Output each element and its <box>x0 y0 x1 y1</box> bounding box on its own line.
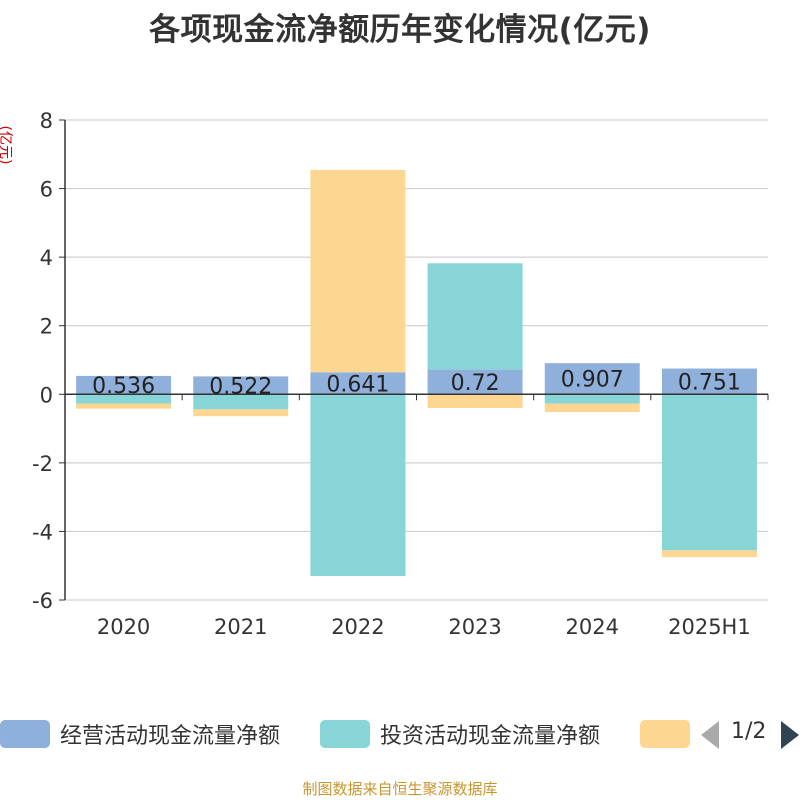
source-note: 制图数据来自恒生聚源数据库 <box>302 780 498 798</box>
bar-financing-2025H1 <box>661 550 757 558</box>
bar-investing-2024 <box>544 394 640 404</box>
bar-financing-2021 <box>193 409 289 417</box>
legend-item-investing[interactable]: 投资活动现金流量净额 <box>320 716 600 752</box>
y-tick-label: 8 <box>40 109 53 133</box>
x-tick-label: 2022 <box>331 615 384 639</box>
bar-investing-2022 <box>310 394 406 576</box>
bar-financing-2020 <box>76 403 172 409</box>
x-tick-label: 2024 <box>566 615 619 639</box>
data-label: 0.72 <box>451 371 500 396</box>
y-tick-label: 2 <box>40 315 53 339</box>
data-label: 0.751 <box>678 370 741 395</box>
bar-investing-2023 <box>427 263 523 370</box>
bar-investing-2021 <box>193 394 289 410</box>
legend-swatch-financing <box>640 720 690 748</box>
legend-item-operating[interactable]: 经营活动现金流量净额 <box>0 716 280 752</box>
bar-investing-2020 <box>76 394 172 404</box>
legend-page-indicator: 1/2 <box>731 719 767 744</box>
legend-next-page-icon[interactable] <box>781 721 799 749</box>
y-tick-label: -4 <box>32 520 53 544</box>
bar-operating-2020 <box>76 375 172 395</box>
bar-operating-2024 <box>544 363 640 395</box>
y-tick-label: -2 <box>32 452 53 476</box>
data-label: 0.641 <box>326 372 389 397</box>
y-tick-label: -6 <box>32 589 53 613</box>
y-tick-label: 6 <box>40 178 53 202</box>
x-tick-label: 2023 <box>448 615 501 639</box>
bar-operating-2025H1 <box>661 368 757 395</box>
x-tick-label: 2020 <box>97 615 150 639</box>
chart-title: 各项现金流净额历年变化情况(亿元) <box>149 12 651 48</box>
y-tick-label: 4 <box>40 246 53 270</box>
bar-investing-2025H1 <box>661 394 757 551</box>
legend-swatch-investing <box>320 720 370 748</box>
legend-swatch-operating <box>0 720 50 748</box>
bar-operating-2022 <box>310 372 406 395</box>
x-tick-label: 2021 <box>214 615 267 639</box>
bar-operating-2021 <box>193 376 289 395</box>
bar-chart: -6 -4 -2 0 2 4 6 8 2020 2021 2022 2023 2024 2025H1 0.5… <box>32 109 769 639</box>
y-tick-label: 0 <box>40 383 53 407</box>
legend-label-investing: 投资活动现金流量净额 <box>380 724 601 749</box>
bar-operating-2023 <box>427 369 523 395</box>
bar-financing-2022 <box>310 170 406 373</box>
legend-label-operating: 经营活动现金流量净额 <box>60 724 281 749</box>
legend-item-financing[interactable] <box>640 716 700 752</box>
data-label: 0.522 <box>209 374 272 399</box>
x-tick-label: 2025H1 <box>668 615 751 639</box>
bar-financing-2024 <box>544 403 640 413</box>
bar-financing-2023 <box>427 394 523 408</box>
data-label: 0.907 <box>561 368 624 393</box>
data-label: 0.536 <box>92 374 155 399</box>
legend-prev-page-icon[interactable] <box>701 721 719 749</box>
